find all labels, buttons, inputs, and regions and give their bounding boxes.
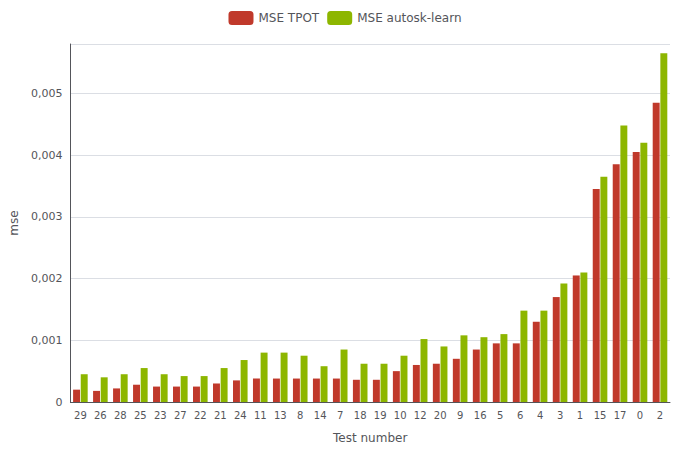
svg-text:22: 22 bbox=[194, 410, 207, 421]
svg-text:19: 19 bbox=[374, 410, 387, 421]
svg-text:11: 11 bbox=[254, 410, 267, 421]
svg-text:5: 5 bbox=[497, 410, 503, 421]
svg-text:21: 21 bbox=[214, 410, 227, 421]
svg-text:24: 24 bbox=[234, 410, 247, 421]
svg-text:17: 17 bbox=[614, 410, 627, 421]
svg-text:0,004: 0,004 bbox=[31, 149, 63, 162]
svg-text:25: 25 bbox=[134, 410, 147, 421]
svg-text:MSE autosk-learn: MSE autosk-learn bbox=[357, 11, 461, 25]
svg-text:10: 10 bbox=[394, 410, 407, 421]
svg-text:12: 12 bbox=[414, 410, 427, 421]
svg-text:mse: mse bbox=[7, 210, 21, 235]
svg-text:18: 18 bbox=[354, 410, 367, 421]
svg-text:20: 20 bbox=[434, 410, 447, 421]
svg-text:16: 16 bbox=[474, 410, 487, 421]
svg-text:Test number: Test number bbox=[332, 431, 407, 445]
svg-text:15: 15 bbox=[594, 410, 607, 421]
svg-text:28: 28 bbox=[114, 410, 127, 421]
svg-text:MSE TPOT: MSE TPOT bbox=[258, 11, 319, 25]
svg-text:14: 14 bbox=[314, 410, 327, 421]
svg-text:23: 23 bbox=[154, 410, 167, 421]
svg-text:13: 13 bbox=[274, 410, 287, 421]
svg-text:1: 1 bbox=[577, 410, 583, 421]
svg-text:0: 0 bbox=[637, 410, 643, 421]
svg-text:2: 2 bbox=[657, 410, 663, 421]
svg-text:29: 29 bbox=[74, 410, 87, 421]
svg-text:27: 27 bbox=[174, 410, 187, 421]
svg-text:8: 8 bbox=[297, 410, 303, 421]
svg-text:4: 4 bbox=[537, 410, 543, 421]
svg-text:26: 26 bbox=[94, 410, 107, 421]
svg-text:0: 0 bbox=[55, 396, 62, 409]
svg-text:6: 6 bbox=[517, 410, 523, 421]
svg-text:3: 3 bbox=[557, 410, 563, 421]
svg-text:0,002: 0,002 bbox=[31, 272, 63, 285]
svg-text:0,005: 0,005 bbox=[31, 87, 63, 100]
svg-text:9: 9 bbox=[457, 410, 463, 421]
svg-text:0,003: 0,003 bbox=[31, 210, 63, 223]
svg-text:0,001: 0,001 bbox=[31, 334, 63, 347]
svg-text:7: 7 bbox=[337, 410, 343, 421]
